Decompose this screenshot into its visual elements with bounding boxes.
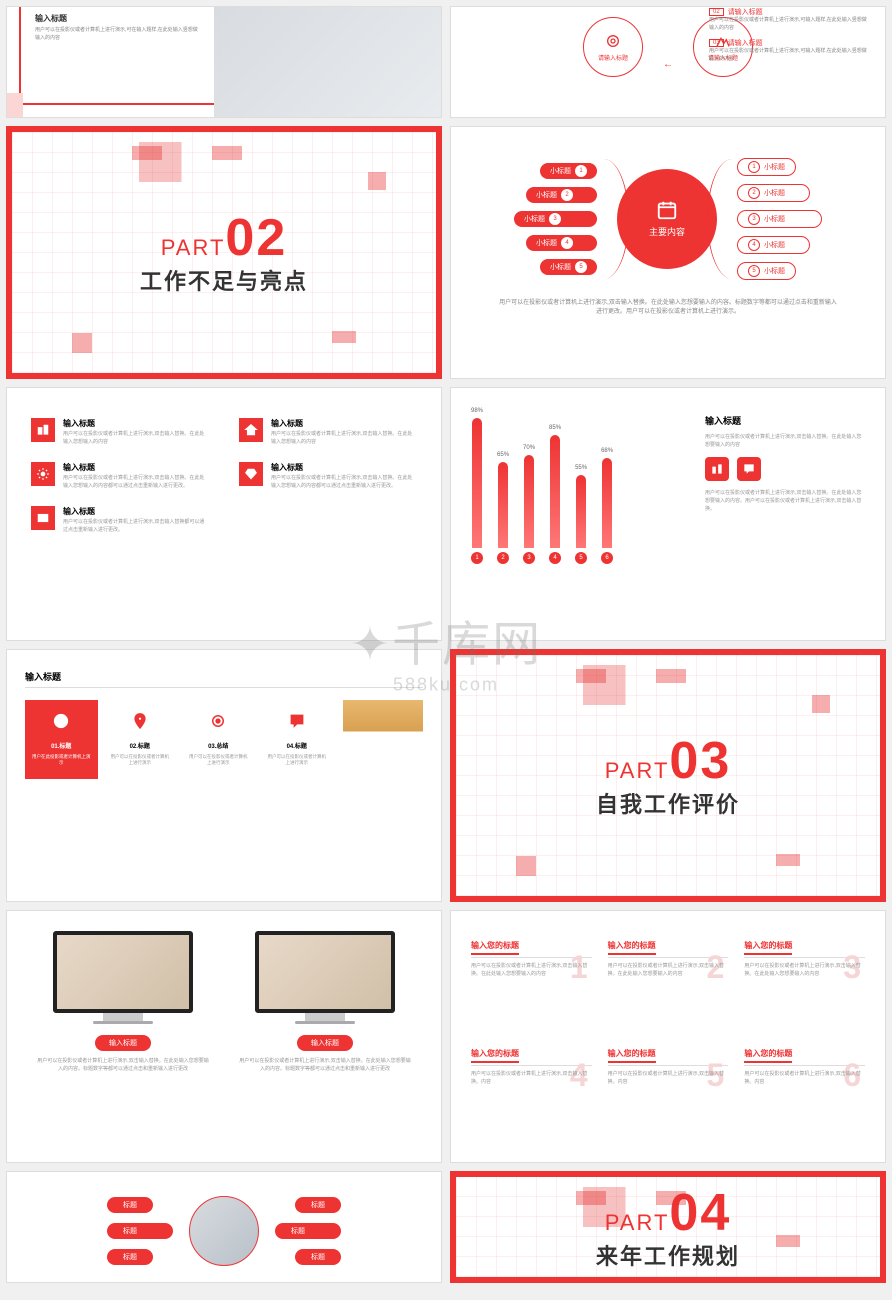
bar-item: 68%6 xyxy=(601,448,613,564)
bar-item: 55%5 xyxy=(575,465,587,564)
pill-item: 5小标题 xyxy=(737,262,796,280)
pill-item: 标题 xyxy=(107,1223,173,1239)
slide-1b: 请输入标题 ← 请输入标题 02请输入标题 用户可以在投影仪或者计算机上进行演示… xyxy=(450,6,886,118)
pill-item: 3小标题 xyxy=(737,210,822,228)
slide-grid: 输入标题 用户可以在投影仪或者计算机上进行演示,可在输入题样,在此处输入竖想做输… xyxy=(0,0,892,1289)
card-item: 03.总结用户可以在投影仪或者计算机上进行演示 xyxy=(182,700,255,780)
svg-text:¥: ¥ xyxy=(58,716,65,726)
item-icon xyxy=(31,462,55,486)
section-divider-04: PART04 来年工作规划 xyxy=(450,1171,886,1283)
icon-list-item: 输入标题用户可以在投影仪或者计算机上进行演示,双击输入替换。在此处输入您想输入的… xyxy=(239,462,417,490)
image-placeholder xyxy=(343,700,423,780)
card-item: 04.标题用户可以在投影仪或者计算机上进行演示 xyxy=(261,700,334,780)
desc: 用户可以在投影仪或者计算机上进行演示,可在输入题样,在此处输入竖想做输入的内容 xyxy=(35,27,200,42)
arrow-icon: ← xyxy=(663,59,673,70)
grid-item: 输入您的标题用户可以在投影仪或者计算机上进行演示,双击输入替换。内容6 xyxy=(744,1043,865,1139)
slide-bottom-bubble: 标题标题标题 标题标题标题 xyxy=(6,1171,442,1283)
grid-item: 输入您的标题用户可以在投影仪或者计算机上进行演示,双击输入替换。内容4 xyxy=(471,1043,592,1139)
bar-chart: 98%165%270%385%455%568%6 xyxy=(471,414,685,564)
pill-item: 2小标题 xyxy=(737,184,810,202)
pill-item: 小标题4 xyxy=(526,235,597,251)
icon-list-item: 输入标题用户可以在投影仪或者计算机上进行演示,双击输入替换。在此处输入您想输入的… xyxy=(31,418,209,446)
card-item: ¥01.标题用户在此投影或者计算机上演示 xyxy=(25,700,98,780)
monitor-item: 输入标题用户可以在投影仪或者计算机上进行演示,双击输入替换。在此处输入您想要输入… xyxy=(239,931,411,1142)
pill-item: 标题 xyxy=(275,1223,341,1239)
pill-item: 标题 xyxy=(295,1249,341,1265)
card-item: 02.标题用户可以在投影仪或者计算机上进行演示 xyxy=(104,700,177,780)
grid-item: 输入您的标题用户可以在投影仪或者计算机上进行演示,双击输入替换。在此处输入您想要… xyxy=(744,935,865,1031)
grid-item: 输入您的标题用户可以在投影仪或者计算机上进行演示,双击输入替换。在此处输入您想要… xyxy=(608,935,729,1031)
pill-item: 1小标题 xyxy=(737,158,796,176)
chat-icon xyxy=(737,457,761,481)
left-pills: 小标题1 小标题2 小标题3 小标题4 小标题5 xyxy=(510,163,597,275)
item-icon xyxy=(239,462,263,486)
bar-item: 70%3 xyxy=(523,445,535,564)
slide-iconlist: 输入标题用户可以在投影仪或者计算机上进行演示,双击输入替换。在此处输入您想输入的… xyxy=(6,387,442,640)
section-divider-03: PART03 自我工作评价 xyxy=(450,649,886,902)
slide-chart: 98%165%270%385%455%568%6 输入标题 用户可以在投影仪或者… xyxy=(450,387,886,640)
pill-item: 标题 xyxy=(295,1197,341,1213)
list-item: 03请输入标题 用户可以在投影仪或者计算机上进行演示,可输入题样,在此处输入竖想… xyxy=(709,38,869,63)
image-placeholder xyxy=(214,7,441,117)
pill-item: 标题 xyxy=(107,1249,153,1265)
bar-item: 65%2 xyxy=(497,452,509,564)
list-item: 02请输入标题 用户可以在投影仪或者计算机上进行演示,可输入题样,在此处输入竖想… xyxy=(709,7,869,32)
item-icon xyxy=(31,418,55,442)
right-pills: 1小标题 2小标题 3小标题 4小标题 5小标题 xyxy=(737,158,826,280)
section-divider-02: PART02 工作不足与亮点 xyxy=(6,126,442,379)
pill-item: 小标题2 xyxy=(526,187,597,203)
pill-item: 小标题1 xyxy=(540,163,597,179)
grid-item: 输入您的标题用户可以在投影仪或者计算机上进行演示,双击输入替换。内容5 xyxy=(608,1043,729,1139)
grid-item: 输入您的标题用户可以在投影仪或者计算机上进行演示,双击输入替换。在此处输入您想要… xyxy=(471,935,592,1031)
title: 输入标题 xyxy=(35,13,200,24)
icon-list-item: 输入标题用户可以在投影仪或者计算机上进行演示,双击输入替换。在此处输入您想输入的… xyxy=(239,418,417,446)
pill-item: 4小标题 xyxy=(737,236,810,254)
pill-item: 小标题5 xyxy=(540,259,597,275)
monitor-item: 输入标题用户可以在投影仪或者计算机上进行演示,双击输入替换。在此处输入您想要输入… xyxy=(37,931,209,1142)
slide-cards: 输入标题 ¥01.标题用户在此投影或者计算机上演示02.标题用户可以在投影仪或者… xyxy=(6,649,442,902)
slide-monitors: 输入标题用户可以在投影仪或者计算机上进行演示,双击输入替换。在此处输入您想要输入… xyxy=(6,910,442,1163)
building-icon xyxy=(705,457,729,481)
icon-list-item: 输入标题用户可以在投影仪或者计算机上进行演示,双击输入替换都可以通过点击重新输入… xyxy=(31,506,209,534)
circle-item: 请输入标题 xyxy=(583,17,643,77)
center-image xyxy=(189,1196,259,1266)
item-icon xyxy=(239,418,263,442)
pill-item: 标题 xyxy=(107,1197,153,1213)
icon-list-item: 输入标题用户可以在投影仪或者计算机上进行演示,双击输入替换。在此处输入您想输入的… xyxy=(31,462,209,490)
center-circle: 主要内容 xyxy=(617,169,717,269)
pill-item: 小标题3 xyxy=(514,211,597,227)
item-icon xyxy=(31,506,55,530)
slide-bubble: 小标题1 小标题2 小标题3 小标题4 小标题5 主要内容 1小标题 2小标题 3小标题 4小… xyxy=(450,126,886,379)
slide-1a: 输入标题 用户可以在投影仪或者计算机上进行演示,可在输入题样,在此处输入竖想做输… xyxy=(6,6,442,118)
bar-item: 98%1 xyxy=(471,408,483,564)
bar-item: 85%4 xyxy=(549,425,561,564)
calendar-icon xyxy=(656,199,678,221)
slide-six-grid: 输入您的标题用户可以在投影仪或者计算机上进行演示,双击输入替换。在此处输入您想要… xyxy=(450,910,886,1163)
